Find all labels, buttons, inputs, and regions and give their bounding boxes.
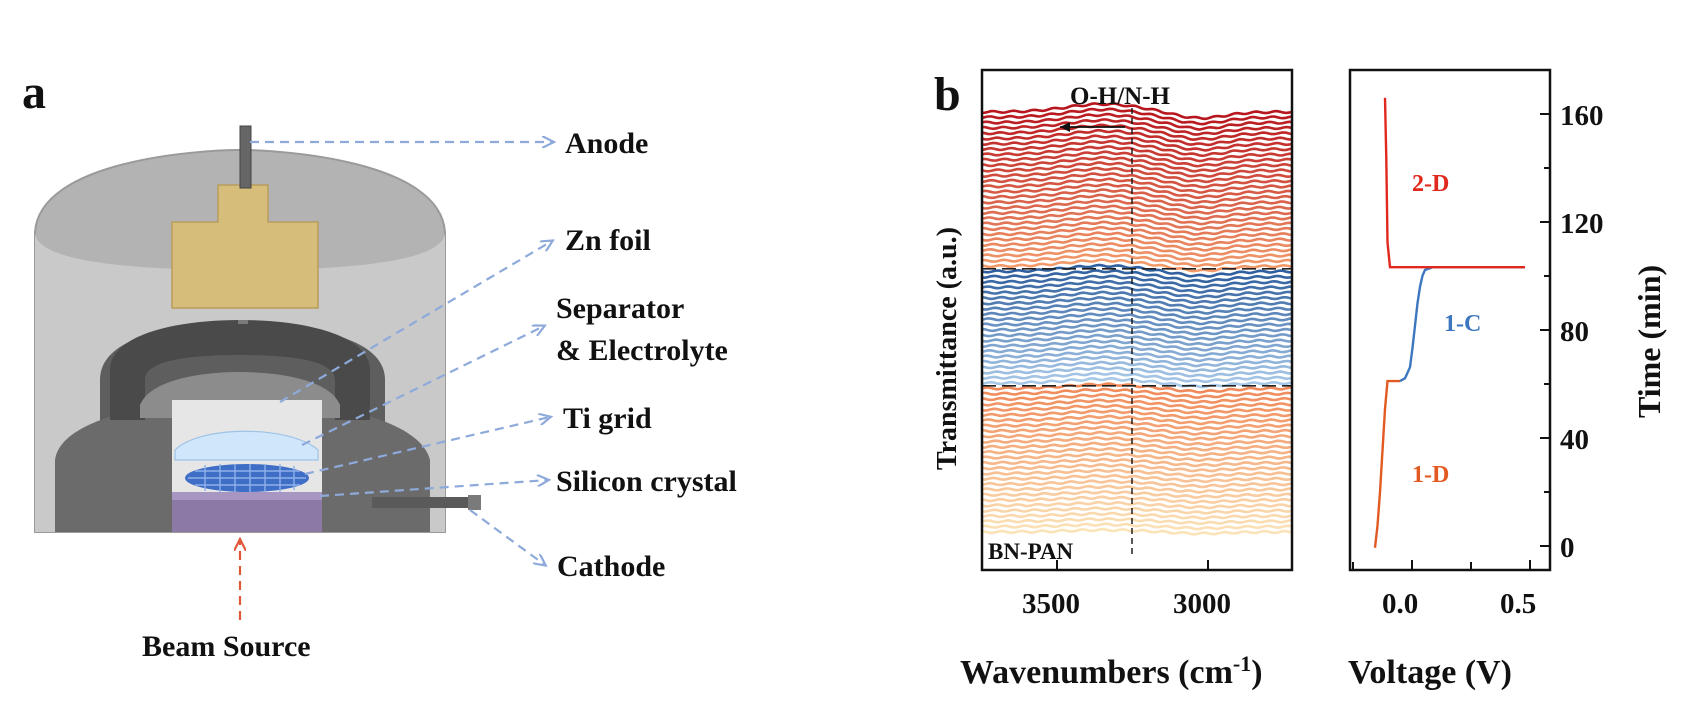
label-electrolyte: & Electrolyte	[556, 334, 728, 367]
spectrum-line-1-d	[982, 513, 1292, 519]
label-cathode: Cathode	[557, 550, 665, 583]
spectrum-line-1-d	[982, 454, 1292, 461]
cathode-pointer	[470, 510, 545, 565]
panel-b: b O-H/N-H BN-PAN 3500 3000 Wavenumbers (…	[932, 68, 1292, 691]
label-1c: 1-C	[1444, 311, 1481, 337]
x-tick-3000: 3000	[1173, 588, 1231, 620]
spectrum-line-1-d	[982, 502, 1292, 508]
spectrum-line-1-d	[982, 486, 1292, 492]
spectra-lines	[982, 103, 1292, 534]
label-silicon: Silicon crystal	[556, 465, 737, 498]
x-tick-0-5: 0.5	[1500, 588, 1536, 620]
spectrum-line-1-d	[982, 459, 1292, 466]
figure: a	[0, 0, 1689, 708]
vt-y-label: Time (min)	[1631, 265, 1667, 418]
label-ti-grid: Ti grid	[563, 402, 652, 435]
panel-b-letter: b	[934, 68, 961, 121]
label-1d: 1-D	[1412, 462, 1449, 488]
cell-illustration	[35, 126, 481, 532]
sample-label: BN-PAN	[988, 539, 1074, 564]
label-zn-foil: Zn foil	[565, 224, 651, 257]
ti-grid	[185, 464, 309, 492]
spectrum-line-1-d	[982, 491, 1292, 497]
label-anode: Anode	[565, 127, 648, 160]
label-separator: Separator	[556, 292, 684, 325]
spectrum-line-1-d	[982, 481, 1292, 487]
anode-pin	[240, 126, 251, 188]
y-tick-80: 80	[1560, 316, 1589, 348]
vt-curve-2-d	[1385, 98, 1525, 267]
label-2d: 2-D	[1412, 171, 1449, 197]
spectrum-line-1-d	[982, 529, 1292, 534]
label-beam-source: Beam Source	[142, 630, 311, 663]
spectrum-line-1-d	[982, 508, 1292, 514]
panel-c: 0.0 0.5 0 40 80 120 160 2-D 1-C 1-D Volt…	[1348, 70, 1667, 691]
spectrum-line-1-d	[982, 443, 1292, 450]
y-tick-40: 40	[1560, 424, 1589, 456]
spectra-x-label: Wavenumbers (cm-1)	[960, 651, 1263, 691]
spectrum-line-1-d	[982, 524, 1292, 529]
x-tick-0: 0.0	[1382, 588, 1418, 620]
spectrum-line-1-d	[982, 475, 1292, 482]
cathode-lead	[372, 497, 480, 508]
spectrum-line-1-d	[982, 497, 1292, 503]
x-tick-3500: 3500	[1022, 588, 1080, 620]
spectrum-line-1-d	[982, 518, 1292, 524]
anode-grip	[238, 320, 248, 324]
panel-a-letter: a	[22, 66, 46, 119]
spectra-y-label: Transmittance (a.u.)	[932, 227, 963, 470]
vt-curve-1-d	[1375, 381, 1400, 548]
y-tick-120: 120	[1560, 208, 1604, 240]
oh-nh-label: O-H/N-H	[1070, 83, 1171, 110]
y-tick-0: 0	[1560, 532, 1575, 564]
vt-x-label: Voltage (V)	[1348, 654, 1512, 691]
panel-a: a	[22, 66, 737, 663]
y-tick-160: 160	[1560, 100, 1604, 132]
